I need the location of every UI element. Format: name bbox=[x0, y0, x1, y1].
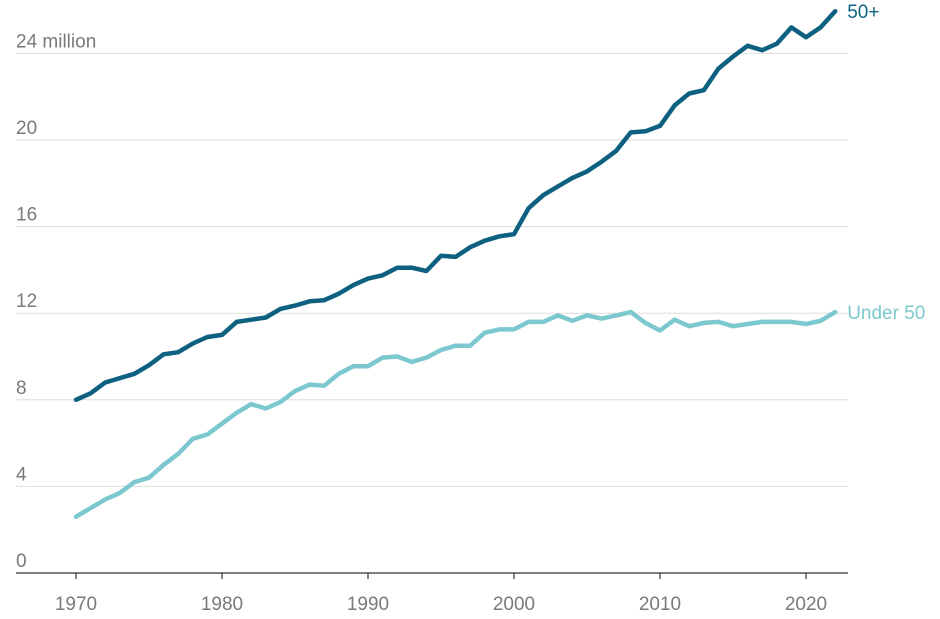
gridlines bbox=[16, 52, 848, 487]
series-line-fifty-plus bbox=[73, 8, 838, 403]
y-tick-label: 20 bbox=[16, 118, 37, 139]
y-axis-labels: 0 4 8 12 16 20 24 million bbox=[16, 31, 96, 572]
series-label: 50+ bbox=[847, 2, 879, 23]
x-tick-label: 1990 bbox=[347, 594, 389, 615]
x-tick-label: 1980 bbox=[201, 594, 243, 615]
y-tick-label: 12 bbox=[16, 291, 37, 312]
series-lines bbox=[73, 8, 838, 519]
y-tick-label: 16 bbox=[16, 205, 37, 226]
x-tick-label: 2000 bbox=[493, 594, 535, 615]
y-tick-label: 0 bbox=[16, 551, 27, 572]
series-line-under-fifty bbox=[73, 309, 838, 519]
y-tick-label: 24 million bbox=[16, 31, 96, 52]
x-tick-label: 2020 bbox=[785, 594, 827, 615]
y-tick-label: 4 bbox=[16, 464, 27, 485]
series-label: Under 50 bbox=[847, 303, 925, 324]
series-labels: 50+ Under 50 bbox=[847, 2, 925, 324]
x-axis-labels: 1970 1980 1990 2000 2010 2020 bbox=[55, 573, 827, 615]
y-tick-label: 8 bbox=[16, 378, 27, 399]
x-tick-label: 1970 bbox=[55, 594, 97, 615]
x-tick-label: 2010 bbox=[639, 594, 681, 615]
